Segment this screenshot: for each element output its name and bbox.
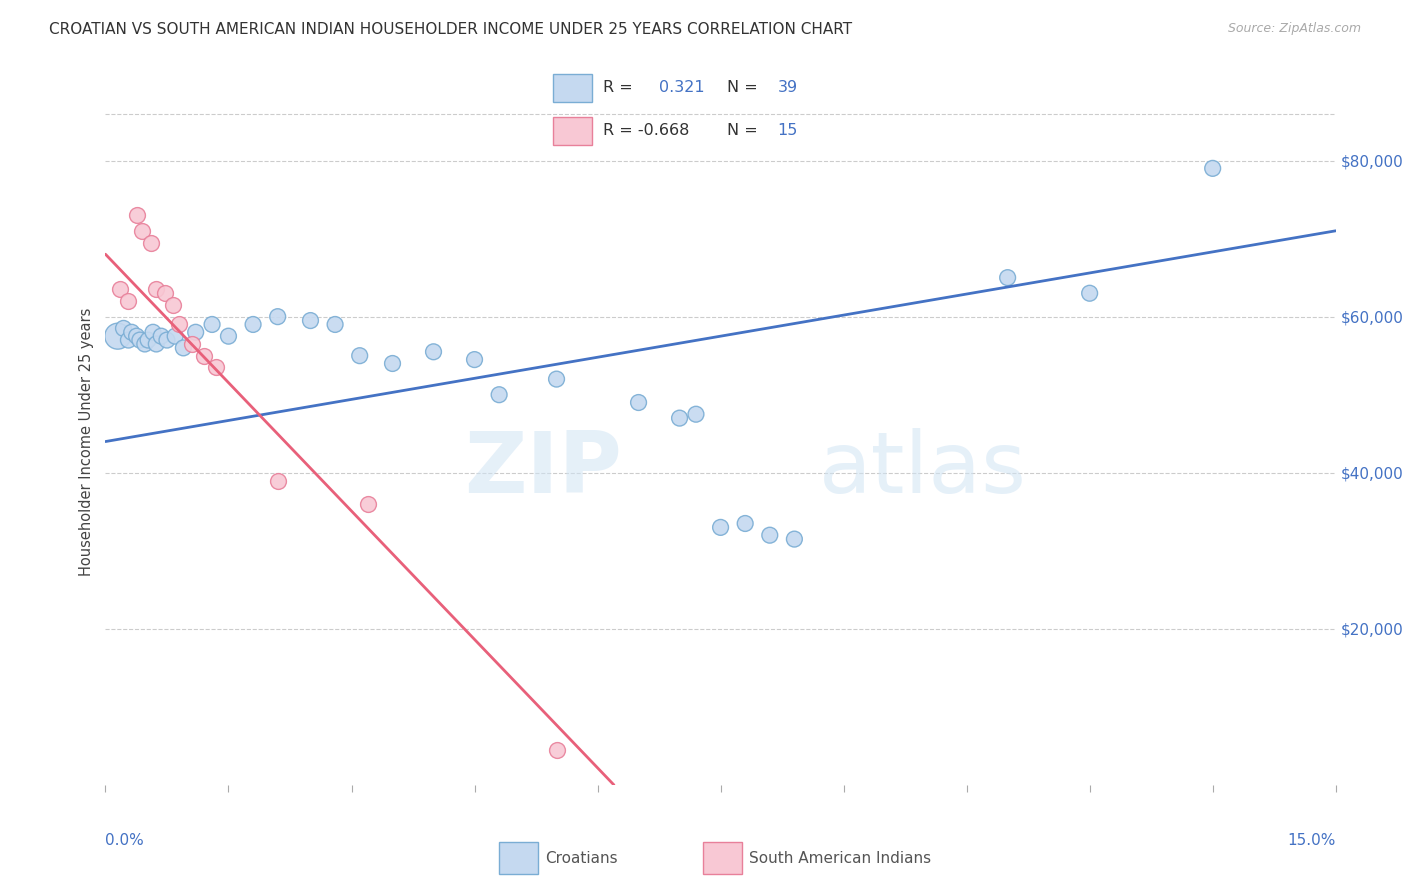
- Text: Croatians: Croatians: [546, 851, 619, 865]
- Point: [627, 395, 650, 409]
- Point: [193, 349, 215, 363]
- Text: N =: N =: [727, 123, 763, 138]
- Point: [381, 356, 404, 371]
- Point: [299, 313, 322, 327]
- Point: [759, 528, 782, 542]
- Point: [129, 333, 152, 347]
- Point: [145, 282, 167, 296]
- Point: [112, 321, 135, 335]
- Text: 39: 39: [778, 80, 797, 95]
- Point: [323, 318, 346, 332]
- Point: [997, 270, 1019, 285]
- Point: [169, 318, 191, 332]
- Point: [668, 411, 690, 425]
- Point: [422, 344, 444, 359]
- Point: [734, 516, 756, 531]
- Point: [121, 325, 143, 339]
- Bar: [553, 74, 592, 102]
- Y-axis label: Householder Income Under 25 years: Householder Income Under 25 years: [79, 308, 94, 575]
- Text: N =: N =: [727, 80, 763, 95]
- Point: [110, 282, 132, 296]
- Point: [117, 293, 139, 308]
- Text: Source: ZipAtlas.com: Source: ZipAtlas.com: [1227, 22, 1361, 36]
- Point: [267, 310, 290, 324]
- Point: [267, 474, 290, 488]
- Point: [357, 497, 380, 511]
- Point: [117, 333, 139, 347]
- Text: South American Indians: South American Indians: [749, 851, 932, 865]
- Point: [134, 337, 156, 351]
- Point: [150, 329, 173, 343]
- Point: [710, 520, 733, 534]
- Point: [172, 341, 194, 355]
- Point: [1201, 161, 1223, 176]
- Point: [139, 235, 162, 250]
- Point: [349, 349, 371, 363]
- Text: R = -0.668: R = -0.668: [603, 123, 690, 138]
- Text: R =: R =: [603, 80, 638, 95]
- Point: [546, 743, 568, 757]
- Point: [162, 298, 184, 312]
- Point: [153, 286, 176, 301]
- Text: atlas: atlas: [818, 427, 1026, 510]
- Point: [180, 337, 202, 351]
- Text: 0.321: 0.321: [659, 80, 704, 95]
- Text: 15.0%: 15.0%: [1288, 833, 1336, 848]
- Point: [136, 333, 159, 347]
- Point: [201, 318, 224, 332]
- Point: [218, 329, 240, 343]
- Text: 0.0%: 0.0%: [105, 833, 145, 848]
- Point: [156, 333, 179, 347]
- Point: [131, 224, 153, 238]
- Point: [142, 325, 165, 339]
- Point: [1078, 286, 1101, 301]
- Point: [205, 360, 228, 375]
- Point: [145, 337, 167, 351]
- Point: [165, 329, 187, 343]
- Point: [125, 329, 148, 343]
- Point: [184, 325, 207, 339]
- Point: [488, 387, 510, 401]
- Text: CROATIAN VS SOUTH AMERICAN INDIAN HOUSEHOLDER INCOME UNDER 25 YEARS CORRELATION : CROATIAN VS SOUTH AMERICAN INDIAN HOUSEH…: [49, 22, 852, 37]
- Point: [783, 532, 806, 546]
- Point: [685, 407, 707, 421]
- Point: [242, 318, 264, 332]
- Bar: [553, 117, 592, 145]
- Text: 15: 15: [778, 123, 797, 138]
- Point: [464, 352, 486, 367]
- Text: ZIP: ZIP: [464, 427, 621, 510]
- Point: [107, 329, 129, 343]
- Point: [546, 372, 568, 386]
- Point: [125, 208, 148, 222]
